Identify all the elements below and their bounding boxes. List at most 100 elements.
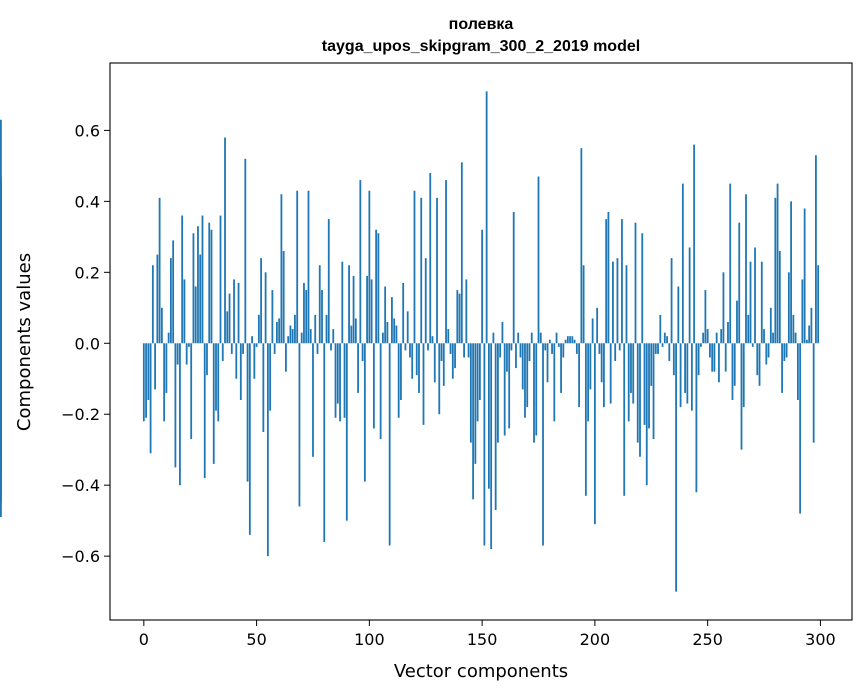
bar-159 bbox=[501, 321, 504, 344]
bar-44 bbox=[242, 343, 244, 354]
bar-38 bbox=[228, 293, 231, 344]
bar-256 bbox=[720, 329, 723, 344]
bar-179 bbox=[546, 343, 549, 383]
bar-90 bbox=[345, 343, 348, 521]
bar-251 bbox=[709, 343, 711, 358]
bar-213 bbox=[623, 343, 626, 496]
bar-122 bbox=[418, 343, 420, 393]
bar-244 bbox=[693, 144, 696, 344]
bar-82 bbox=[327, 219, 330, 344]
bar-75 bbox=[312, 343, 314, 457]
bar-247 bbox=[699, 343, 702, 347]
x-tick-label: 200 bbox=[580, 630, 611, 649]
bar-206 bbox=[607, 212, 610, 344]
bar-271 bbox=[754, 247, 756, 344]
bar-17 bbox=[181, 215, 184, 344]
bar-186 bbox=[562, 343, 565, 358]
bar-162 bbox=[508, 343, 511, 429]
bar-95 bbox=[357, 343, 359, 393]
bar-195 bbox=[582, 265, 585, 344]
bar-146 bbox=[472, 343, 474, 500]
bar-277 bbox=[767, 343, 770, 358]
bar-153 bbox=[487, 343, 490, 489]
bar-50 bbox=[255, 343, 258, 347]
x-tick-label: 100 bbox=[354, 630, 385, 649]
bar-77 bbox=[316, 343, 319, 354]
bar-89 bbox=[343, 343, 346, 418]
bar-45 bbox=[244, 158, 247, 344]
bar-97 bbox=[361, 343, 364, 362]
bar-273 bbox=[758, 343, 761, 386]
bar-132 bbox=[440, 343, 443, 362]
bar-232 bbox=[666, 336, 668, 344]
bar-172 bbox=[530, 332, 533, 344]
bar-52 bbox=[260, 258, 262, 344]
bar-265 bbox=[740, 343, 743, 450]
bar-148 bbox=[476, 343, 479, 422]
bar-174 bbox=[535, 343, 538, 436]
bar-72 bbox=[305, 290, 308, 344]
bar-142 bbox=[463, 343, 465, 358]
bar-134 bbox=[445, 180, 447, 344]
bar-219 bbox=[636, 343, 639, 443]
bar-225 bbox=[650, 343, 653, 386]
bar-112 bbox=[395, 325, 398, 344]
bar-83 bbox=[330, 343, 332, 351]
plot-frame bbox=[109, 62, 853, 621]
bar-121 bbox=[415, 343, 418, 376]
bar-63 bbox=[285, 343, 287, 372]
bar-227 bbox=[654, 343, 657, 354]
bar-207 bbox=[609, 343, 612, 404]
bar-33 bbox=[217, 343, 220, 422]
bar-24 bbox=[197, 226, 199, 344]
bar-289 bbox=[794, 332, 797, 344]
bar-178 bbox=[544, 343, 547, 351]
bar-260 bbox=[729, 183, 732, 344]
bar-223 bbox=[645, 343, 648, 486]
bar-296 bbox=[810, 307, 813, 344]
bar-103 bbox=[375, 229, 378, 344]
bar-93 bbox=[352, 275, 355, 344]
bar-6 bbox=[156, 254, 159, 344]
bar-59 bbox=[275, 321, 278, 344]
bar-218 bbox=[634, 222, 637, 344]
y-axis-ticks: −0.6 −0.4 −0.2 0.0 0.2 0.4 0.6 bbox=[61, 121, 110, 566]
bar-229 bbox=[659, 314, 662, 344]
bar-269 bbox=[749, 261, 752, 344]
bar-116 bbox=[404, 343, 407, 351]
bar-274 bbox=[760, 261, 763, 344]
bar-238 bbox=[679, 343, 682, 408]
bar-106 bbox=[381, 332, 384, 344]
bar-14 bbox=[174, 343, 177, 468]
bar-12 bbox=[169, 258, 172, 344]
bar-291 bbox=[799, 343, 802, 514]
bar-4 bbox=[151, 265, 154, 344]
y-tick-label: −0.4 bbox=[61, 476, 100, 495]
bar-205 bbox=[605, 219, 608, 344]
bar-160 bbox=[503, 343, 506, 436]
bar-137 bbox=[451, 343, 454, 379]
bar-235 bbox=[672, 343, 675, 376]
bar-29 bbox=[208, 222, 211, 344]
bar-94 bbox=[354, 318, 357, 344]
bar-129 bbox=[433, 343, 436, 383]
bar-117 bbox=[406, 311, 409, 344]
bar-76 bbox=[314, 314, 317, 344]
bar-182 bbox=[553, 343, 556, 422]
bar-253 bbox=[713, 343, 716, 372]
bar-243 bbox=[690, 343, 693, 411]
bar-164 bbox=[512, 212, 515, 344]
bar-281 bbox=[776, 183, 779, 344]
chart-title: полевка bbox=[449, 16, 514, 33]
bar-176 bbox=[539, 332, 542, 344]
y-tick-label: −0.2 bbox=[61, 405, 100, 424]
bar-28 bbox=[206, 343, 208, 376]
bar-11 bbox=[167, 332, 170, 344]
bar-228 bbox=[657, 343, 659, 354]
bar-275 bbox=[763, 329, 765, 344]
bar-115 bbox=[402, 282, 405, 344]
bar-255 bbox=[718, 343, 720, 383]
bar-239 bbox=[681, 183, 684, 344]
bar-133 bbox=[442, 343, 445, 386]
